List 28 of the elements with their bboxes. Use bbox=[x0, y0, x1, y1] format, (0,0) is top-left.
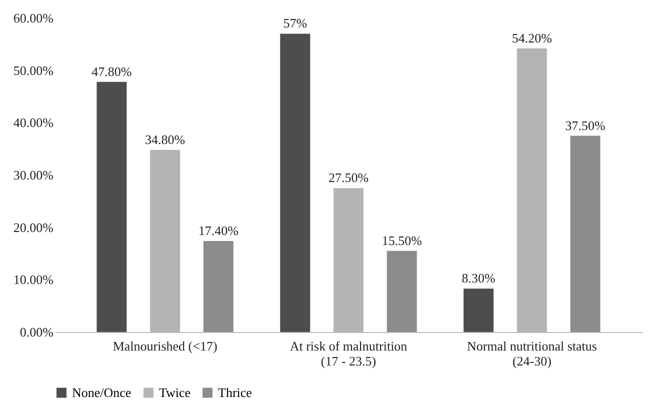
legend-label: None/Once bbox=[72, 384, 132, 400]
y-tick-label: 10.00% bbox=[13, 272, 54, 288]
y-tick-label: 40.00% bbox=[13, 115, 54, 130]
bar bbox=[386, 250, 417, 332]
y-tick-label: 60.00% bbox=[13, 10, 54, 26]
y-tick-label: 0.00% bbox=[20, 324, 54, 340]
data-label: 8.30% bbox=[462, 270, 496, 286]
legend-label: Twice bbox=[159, 384, 191, 400]
bar bbox=[280, 34, 310, 332]
bar bbox=[203, 240, 234, 332]
y-tick-label: 50.00% bbox=[13, 62, 54, 78]
data-label: 15.50% bbox=[382, 232, 422, 248]
x-tick-label: Malnourished (<17) bbox=[112, 338, 218, 354]
x-tick-label: Normal nutritional status (24-30) bbox=[466, 338, 597, 368]
bar bbox=[96, 82, 127, 332]
bar bbox=[570, 136, 600, 332]
data-label: 34.80% bbox=[145, 132, 186, 147]
legend-label: Thrice bbox=[218, 384, 252, 400]
data-label: 37.50% bbox=[565, 118, 606, 133]
data-label: 57% bbox=[283, 16, 308, 31]
data-label: 17.40% bbox=[198, 222, 239, 238]
x-tick-label: At risk of malnutrition (17 - 23.5) bbox=[290, 338, 408, 368]
data-label: 54.20% bbox=[512, 30, 552, 46]
y-tick-label: 20.00% bbox=[13, 220, 54, 235]
y-tick-label: 30.00% bbox=[13, 168, 54, 182]
data-label: 27.50% bbox=[328, 170, 369, 186]
bar bbox=[464, 288, 494, 332]
data-label: 47.80% bbox=[92, 64, 132, 79]
